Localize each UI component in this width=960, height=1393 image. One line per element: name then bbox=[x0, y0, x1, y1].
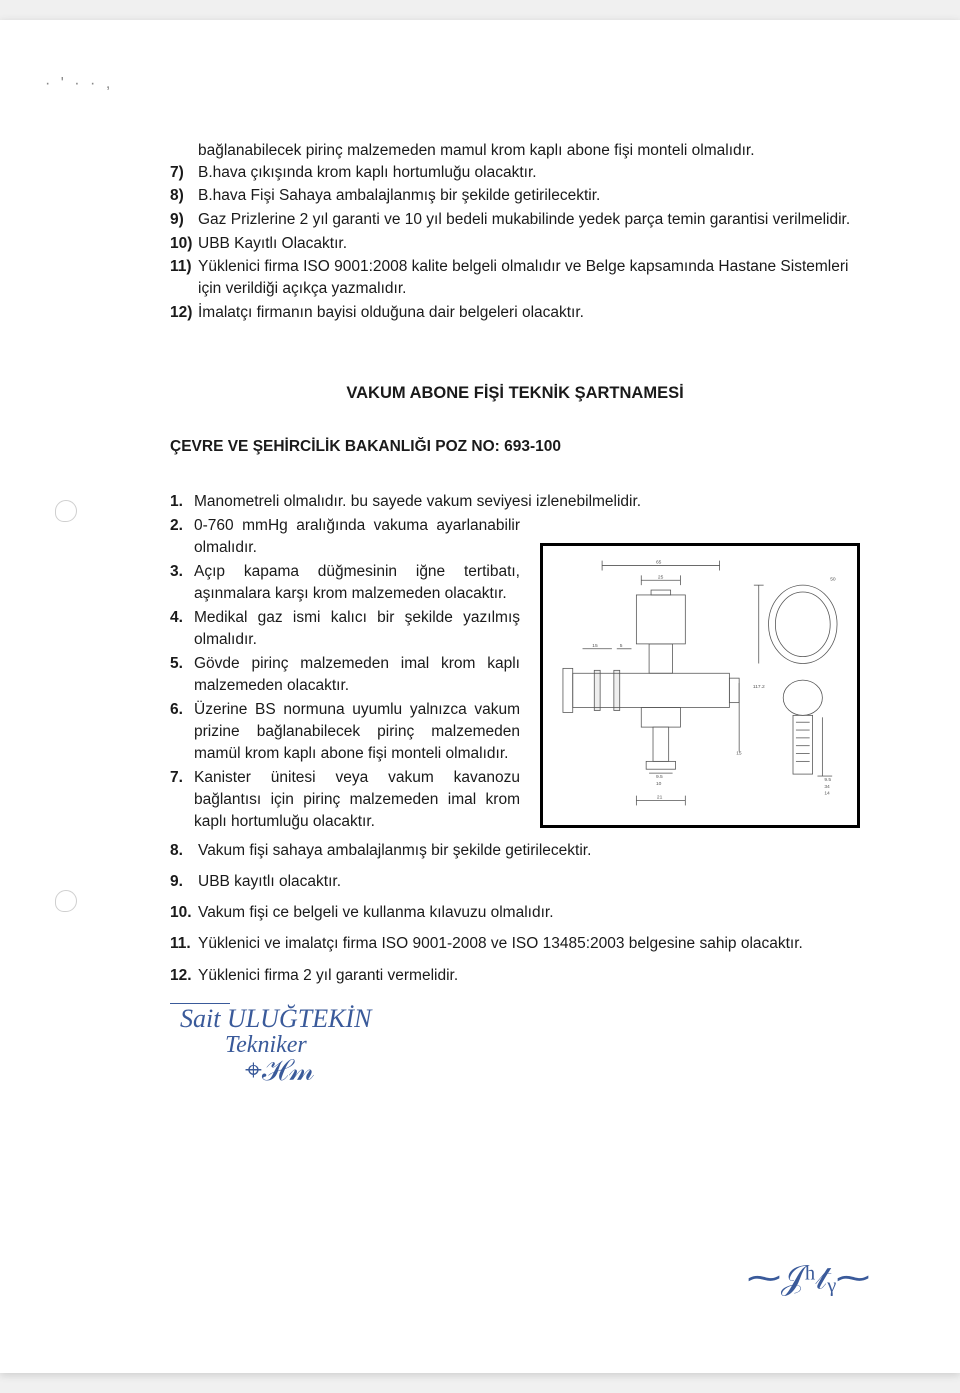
svg-text:9.5: 9.5 bbox=[656, 774, 663, 780]
item-text: Yüklenici firma 2 yıl garanti vermelidir… bbox=[198, 964, 860, 987]
item-text: Manometreli olmalıdır. bu sayede vakum s… bbox=[194, 491, 860, 513]
item-number: 7) bbox=[170, 162, 198, 184]
item-number: 9. bbox=[170, 870, 198, 893]
list-item: 4. Medikal gaz ismi kalıcı bir şekilde y… bbox=[170, 607, 520, 651]
scan-artifact: · ' · · , bbox=[45, 75, 113, 93]
item-text: Gaz Prizlerine 2 yıl garanti ve 10 yıl b… bbox=[198, 209, 860, 231]
item-number: 8) bbox=[170, 185, 198, 207]
svg-text:117.2: 117.2 bbox=[753, 683, 765, 689]
continuation-text: bağlanabilecek pirinç malzemeden mamul k… bbox=[170, 140, 860, 162]
item-number: 8. bbox=[170, 839, 198, 862]
svg-text:50: 50 bbox=[830, 576, 836, 582]
item-text: Yüklenici ve imalatçı firma ISO 9001-200… bbox=[198, 932, 860, 955]
section-title: VAKUM ABONE FİŞİ TEKNİK ŞARTNAMESİ bbox=[170, 384, 860, 403]
item-text: Vakum fişi sahaya ambalajlanmış bir şeki… bbox=[198, 839, 860, 862]
svg-text:9.5: 9.5 bbox=[824, 776, 831, 782]
svg-text:10: 10 bbox=[656, 780, 662, 786]
punch-hole-mark bbox=[55, 500, 77, 522]
diagram-svg: 65 25 15 5 9.5 10 21 9.5 34 14 50 117.2 … bbox=[543, 546, 857, 825]
svg-text:21: 21 bbox=[657, 794, 663, 800]
item-number: 9) bbox=[170, 209, 198, 231]
item-text: Gövde pirinç malzemeden imal krom kaplı … bbox=[194, 653, 520, 697]
list-item: 6. Üzerine BS normuna uyumlu yalnızca va… bbox=[170, 699, 520, 765]
technical-diagram: 65 25 15 5 9.5 10 21 9.5 34 14 50 117.2 … bbox=[540, 543, 860, 828]
item-text: B.hava çıkışında krom kaplı hortumluğu o… bbox=[198, 162, 860, 184]
svg-text:15: 15 bbox=[592, 642, 598, 648]
list-item: 7. Kanister ünitesi veya vakum kavanozu … bbox=[170, 767, 520, 833]
svg-text:65: 65 bbox=[656, 559, 662, 565]
section-subtitle: ÇEVRE VE ŞEHİRCİLİK BAKANLIĞI POZ NO: 69… bbox=[170, 438, 860, 456]
list-item: 7) B.hava çıkışında krom kaplı hortumluğ… bbox=[170, 162, 860, 184]
item-number: 10) bbox=[170, 233, 198, 255]
punch-hole-mark bbox=[55, 890, 77, 912]
svg-text:14: 14 bbox=[824, 790, 830, 796]
list-item: 9) Gaz Prizlerine 2 yıl garanti ve 10 yı… bbox=[170, 209, 860, 231]
item-number: 10. bbox=[170, 901, 198, 924]
signature-name: Sait ULUĞTEKİN bbox=[180, 1004, 860, 1034]
list-item: 8. Vakum fişi sahaya ambalajlanmış bir ş… bbox=[170, 839, 860, 862]
item-number: 7. bbox=[170, 767, 194, 833]
item-text: 0-760 mmHg aralığında vakuma ayarlanabil… bbox=[194, 515, 520, 559]
item-number: 4. bbox=[170, 607, 194, 651]
item-text: UBB Kayıtlı Olacaktır. bbox=[198, 233, 860, 255]
list-item: 3. Açıp kapama düğmesinin iğne tertibatı… bbox=[170, 561, 520, 605]
list-item: 8) B.hava Fişi Sahaya ambalajlanmış bir … bbox=[170, 185, 860, 207]
item-text: B.hava Fişi Sahaya ambalajlanmış bir şek… bbox=[198, 185, 860, 207]
item-text: Kanister ünitesi veya vakum kavanozu bağ… bbox=[194, 767, 520, 833]
list-item: 10) UBB Kayıtlı Olacaktır. bbox=[170, 233, 860, 255]
list-item: 5. Gövde pirinç malzemeden imal krom kap… bbox=[170, 653, 520, 697]
list-item: 10. Vakum fişi ce belgeli ve kullanma kı… bbox=[170, 901, 860, 924]
list-item: 2. 0-760 mmHg aralığında vakuma ayarlana… bbox=[170, 515, 520, 559]
item-number: 2. bbox=[170, 515, 194, 559]
signature-block-left: Sait ULUĞTEKİN Tekniker ⌖ℋ𝓂 bbox=[170, 1003, 860, 1088]
list-item: 12) İmalatçı firmanın bayisi olduğuna da… bbox=[170, 302, 860, 324]
list-item: 12. Yüklenici firma 2 yıl garanti vermel… bbox=[170, 964, 860, 987]
list-item: 11) Yüklenici firma ISO 9001:2008 kalite… bbox=[170, 256, 860, 299]
item-text: Açıp kapama düğmesinin iğne tertibatı, a… bbox=[194, 561, 520, 605]
signature-block-right: ⁓𝒥ʰ𝓉ᵧ⁓ bbox=[747, 1258, 870, 1298]
item-number: 12) bbox=[170, 302, 198, 324]
svg-text:15: 15 bbox=[736, 750, 742, 756]
item-text: UBB kayıtlı olacaktır. bbox=[198, 870, 860, 893]
item-number: 6. bbox=[170, 699, 194, 765]
item-number: 3. bbox=[170, 561, 194, 605]
list-item: 1. Manometreli olmalıdır. bu sayede vaku… bbox=[170, 491, 860, 513]
signature-mark: ⌖ℋ𝓂 bbox=[245, 1054, 860, 1088]
item-text: Vakum fişi ce belgeli ve kullanma kılavu… bbox=[198, 901, 860, 924]
item-text: Medikal gaz ismi kalıcı bir şekilde yazı… bbox=[194, 607, 520, 651]
spec-list: 1. Manometreli olmalıdır. bu sayede vaku… bbox=[170, 491, 860, 513]
item-number: 11) bbox=[170, 256, 198, 299]
document-page: · ' · · , bağlanabilecek pirinç malzemed… bbox=[0, 20, 960, 1373]
item-number: 11. bbox=[170, 932, 198, 955]
list-item: 9. UBB kayıtlı olacaktır. bbox=[170, 870, 860, 893]
list-item: 11. Yüklenici ve imalatçı firma ISO 9001… bbox=[170, 932, 860, 955]
spec-list-bottom: 8. Vakum fişi sahaya ambalajlanmış bir ş… bbox=[170, 839, 860, 987]
top-spec-list: bağlanabilecek pirinç malzemeden mamul k… bbox=[170, 140, 860, 324]
svg-text:5: 5 bbox=[620, 642, 623, 648]
spec-list-wrapped: 2. 0-760 mmHg aralığında vakuma ayarlana… bbox=[170, 515, 520, 835]
item-number: 12. bbox=[170, 964, 198, 987]
svg-text:25: 25 bbox=[658, 574, 664, 580]
item-number: 1. bbox=[170, 491, 194, 513]
item-text: Yüklenici firma ISO 9001:2008 kalite bel… bbox=[198, 256, 860, 299]
item-text: Üzerine BS normuna uyumlu yalnızca vakum… bbox=[194, 699, 520, 765]
item-number: 5. bbox=[170, 653, 194, 697]
svg-text:34: 34 bbox=[824, 783, 830, 789]
item-text: İmalatçı firmanın bayisi olduğuna dair b… bbox=[198, 302, 860, 324]
content-row: 2. 0-760 mmHg aralığında vakuma ayarlana… bbox=[170, 515, 860, 835]
